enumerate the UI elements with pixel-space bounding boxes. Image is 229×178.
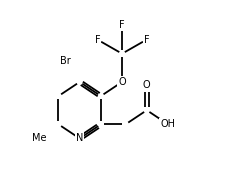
- Text: O: O: [118, 77, 125, 87]
- Text: O: O: [142, 80, 150, 90]
- Text: F: F: [143, 35, 149, 44]
- Text: F: F: [119, 20, 124, 30]
- Text: N: N: [76, 134, 83, 143]
- Text: F: F: [94, 35, 100, 44]
- Text: Br: Br: [60, 56, 71, 66]
- Text: Me: Me: [32, 134, 46, 143]
- Text: OH: OH: [160, 119, 175, 129]
